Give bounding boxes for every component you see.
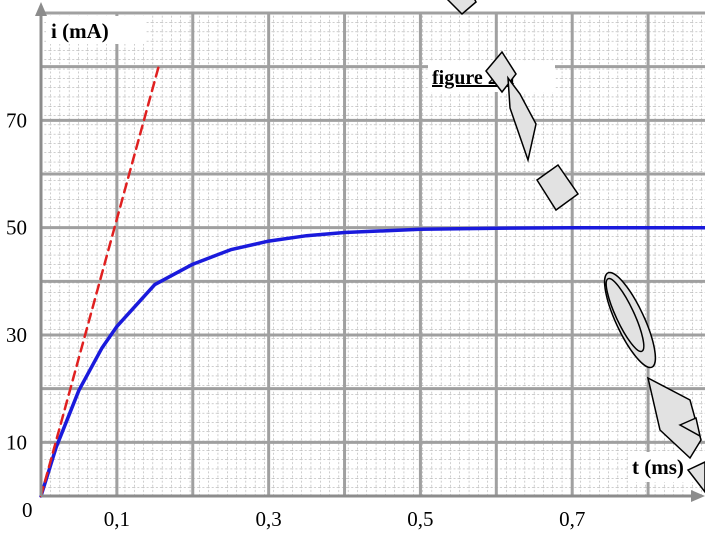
x-tick-label: 0,3 [256,507,282,531]
x-tick-label: 0,1 [104,507,130,531]
tick-labels: 0,1 0,3 0,5 0,7 10 30 50 70 [6,108,585,531]
plot-area-fine-grid [41,13,705,496]
ylabel-background [46,16,146,44]
origin-label: 0 [22,498,33,522]
tangent-line-series [39,65,160,498]
y-tick-label: 70 [6,108,27,132]
decorative-shape [605,277,645,353]
y-tick-label: 10 [6,430,27,454]
current-curve-series [39,225,705,498]
y-tick-label: 50 [6,216,27,240]
decorative-shape [678,416,702,438]
decorative-shape [446,0,477,16]
xlabel-background [628,452,705,482]
decorative-shape [686,461,705,494]
x-tick-label: 0,7 [559,507,585,531]
x-axis-arrow [691,490,705,502]
decorative-shape [535,163,580,212]
x-tick-label: 0,5 [407,507,433,531]
decorative-shape [507,75,537,163]
y-tick-label: 30 [6,323,27,347]
series-layer [39,65,705,498]
decorative-shape [646,376,702,460]
decorative-overlay-shapes [446,0,705,494]
y-axis-arrow [35,2,47,16]
xlabel: t (ms) [632,455,684,479]
ylabel: i (mA) [51,19,109,43]
